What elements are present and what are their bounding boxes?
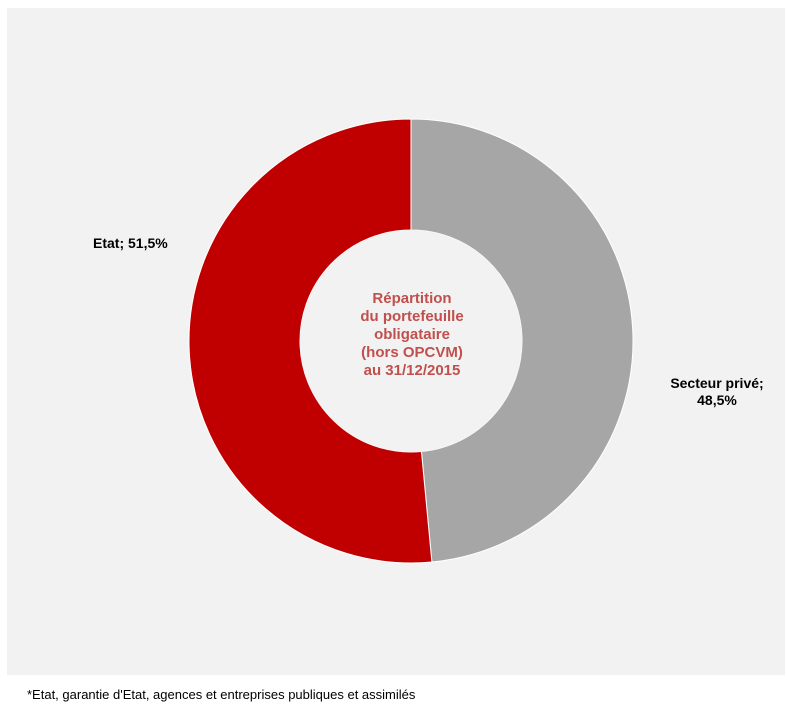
slice-label-secteur-prive-value: 48,5%: [697, 392, 737, 408]
donut-hole: [300, 230, 522, 452]
chart-title-line-2: du portefeuille: [360, 308, 464, 325]
slice-label-secteur-prive-name: Secteur privé;: [670, 375, 764, 391]
footnote: *Etat, garantie d'Etat, agences et entre…: [27, 687, 416, 702]
chart-title: Répartition du portefeuille obligataire …: [327, 290, 497, 380]
donut-chart: [188, 118, 634, 564]
chart-title-line-3: obligataire: [374, 326, 450, 343]
chart-title-line-1: Répartition: [372, 290, 452, 307]
slice-label-secteur-prive: Secteur privé; 48,5%: [647, 375, 787, 409]
chart-title-line-4: (hors OPCVM): [361, 344, 463, 361]
slice-label-etat: Etat; 51,5%: [93, 235, 168, 251]
chart-title-line-5: au 31/12/2015: [363, 362, 461, 379]
chart-area: Répartition du portefeuille obligataire …: [7, 8, 785, 675]
